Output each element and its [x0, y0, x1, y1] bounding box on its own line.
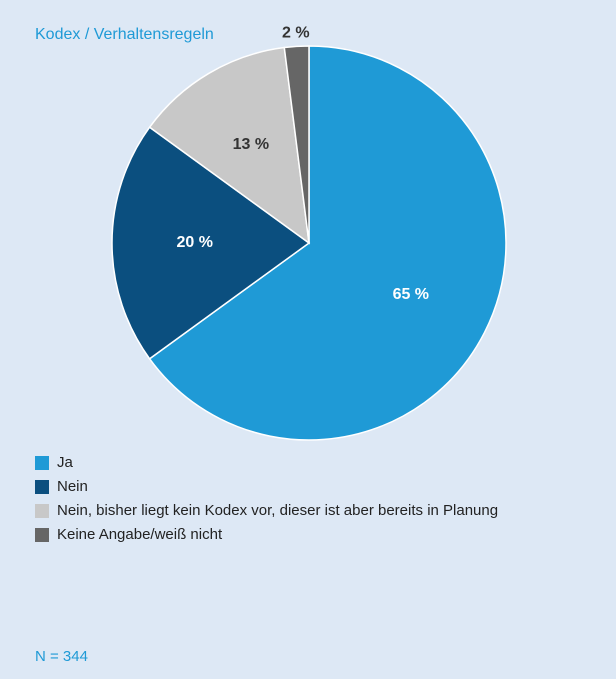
- legend-swatch: [35, 456, 49, 470]
- legend-swatch: [35, 528, 49, 542]
- data-label: 20 %: [177, 234, 213, 251]
- data-label: 65 %: [393, 286, 429, 303]
- legend-label: Ja: [57, 454, 74, 471]
- chart-title: Kodex / Verhaltensregeln: [35, 26, 214, 43]
- legend-label: Nein: [57, 478, 88, 495]
- pie-slice: [148, 45, 507, 441]
- pie-slice: [111, 126, 311, 360]
- data-label: 2 %: [282, 25, 310, 42]
- legend-swatch: [35, 480, 49, 494]
- legend-label: Nein, bisher liegt kein Kodex vor, diese…: [57, 502, 498, 519]
- legend-swatch: [35, 504, 49, 518]
- pie-slice: [148, 46, 310, 245]
- pie-slice: [283, 45, 310, 244]
- data-label: 13 %: [233, 136, 269, 153]
- note: N = 344: [35, 648, 88, 665]
- legend-label: Keine Angabe/weiß nicht: [57, 526, 223, 543]
